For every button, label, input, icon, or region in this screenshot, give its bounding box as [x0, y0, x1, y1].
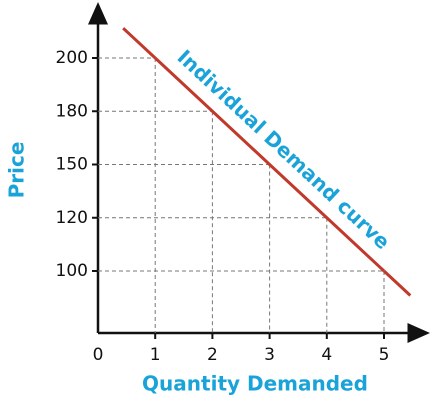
y-tick-label: 150 — [56, 155, 88, 175]
x-tick-label: 1 — [150, 345, 161, 365]
demand-curve — [154, 56, 386, 273]
y-axis-title: Price — [5, 142, 29, 199]
y-tick-label: 120 — [56, 208, 88, 228]
curve-extension — [382, 269, 412, 297]
x-tick-label: 4 — [321, 345, 332, 365]
x-tick-label: 3 — [264, 345, 275, 365]
y-tick-label: 200 — [56, 48, 88, 68]
y-tick-label: 100 — [56, 261, 88, 281]
curve-extension — [122, 27, 157, 60]
x-tick-label: 2 — [207, 345, 218, 365]
annotation: Individual Demand curve — [173, 45, 395, 254]
x-axis-title: Quantity Demanded — [142, 372, 368, 396]
y-tick-label: 180 — [56, 101, 88, 121]
x-tick-label: 5 — [379, 345, 390, 365]
x-tick-label: 0 — [93, 345, 104, 365]
